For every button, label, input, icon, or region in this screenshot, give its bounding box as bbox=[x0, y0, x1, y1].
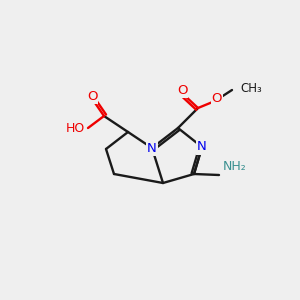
Text: HO: HO bbox=[66, 122, 85, 134]
Text: N: N bbox=[147, 142, 157, 154]
Text: NH₂: NH₂ bbox=[223, 160, 247, 172]
Text: N: N bbox=[197, 140, 207, 154]
Text: O: O bbox=[177, 83, 187, 97]
Text: O: O bbox=[87, 89, 97, 103]
Text: O: O bbox=[212, 92, 222, 106]
Text: CH₃: CH₃ bbox=[240, 82, 262, 95]
